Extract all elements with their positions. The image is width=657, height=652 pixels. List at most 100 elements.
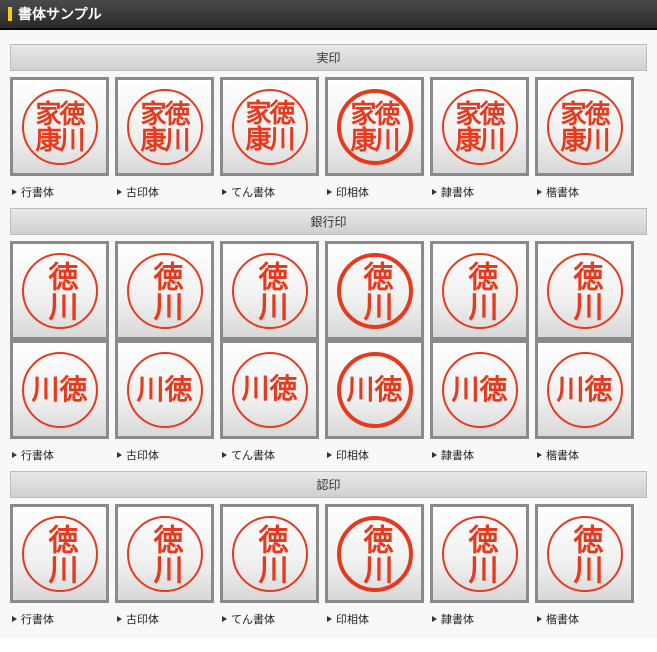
- stamp-cell: 徳川家康: [115, 77, 214, 176]
- arrow-icon: [537, 452, 542, 458]
- stamp-seal: 川徳: [232, 352, 308, 428]
- font-label-text: 楷書体: [546, 184, 579, 200]
- stamp-box[interactable]: 川徳: [220, 340, 319, 439]
- stamp-box[interactable]: 徳川家康: [430, 77, 529, 176]
- stamp-cell: 徳川: [325, 241, 424, 340]
- font-label: 楷書体: [535, 184, 634, 200]
- font-label: てん書体: [220, 184, 319, 200]
- stamp-box[interactable]: 徳川: [535, 504, 634, 603]
- stamp-cell: 徳川: [430, 504, 529, 603]
- arrow-icon: [432, 452, 437, 458]
- stamp-box[interactable]: 川徳: [430, 340, 529, 439]
- font-label-text: てん書体: [231, 184, 275, 200]
- stamp-seal: 徳川: [232, 516, 308, 592]
- font-label-text: 古印体: [126, 447, 159, 463]
- panel-header: 書体サンプル: [0, 0, 657, 30]
- stamp-cell: 徳川家康: [325, 77, 424, 176]
- stamp-cell: 徳川: [220, 241, 319, 340]
- font-label-text: 印相体: [336, 611, 369, 627]
- stamp-cell: 徳川家康: [220, 77, 319, 176]
- labels-row: 行書体 古印体 てん書体 印相体 隷書体 楷書体: [8, 443, 649, 463]
- arrow-icon: [117, 189, 122, 195]
- stamp-box[interactable]: 川徳: [535, 340, 634, 439]
- stamp-box[interactable]: 徳川家康: [325, 77, 424, 176]
- stamp-box[interactable]: 徳川家康: [115, 77, 214, 176]
- arrow-icon: [327, 189, 332, 195]
- font-label: 隷書体: [430, 184, 529, 200]
- font-label: 楷書体: [535, 447, 634, 463]
- font-label: 印相体: [325, 447, 424, 463]
- stamp-cell: 徳川: [10, 504, 109, 603]
- stamp-cell: 川徳: [325, 340, 424, 439]
- stamp-seal: 徳川家康: [442, 89, 518, 165]
- arrow-icon: [537, 189, 542, 195]
- stamp-seal: 徳川: [337, 516, 413, 592]
- font-label: 古印体: [115, 611, 214, 627]
- stamp-seal: 川徳: [337, 352, 413, 428]
- arrow-icon: [432, 616, 437, 622]
- arrow-icon: [117, 452, 122, 458]
- arrow-icon: [117, 616, 122, 622]
- stamp-cell: 徳川家康: [430, 77, 529, 176]
- font-label: 隷書体: [430, 611, 529, 627]
- font-label-text: 印相体: [336, 184, 369, 200]
- font-label: てん書体: [220, 447, 319, 463]
- stamp-box[interactable]: 徳川: [535, 241, 634, 340]
- labels-row: 行書体 古印体 てん書体 印相体 隷書体 楷書体: [8, 607, 649, 627]
- section-title: 銀行印: [10, 208, 647, 235]
- stamp-seal: 徳川: [127, 253, 203, 329]
- section-title: 認印: [10, 471, 647, 498]
- stamp-seal: 徳川家康: [127, 89, 203, 165]
- stamp-box[interactable]: 徳川: [430, 504, 529, 603]
- labels-row: 行書体古印体てん書体印相体隷書体楷書体: [8, 180, 649, 200]
- font-label: 楷書体: [535, 611, 634, 627]
- stamp-cell: 徳川: [115, 241, 214, 340]
- font-label: 印相体: [325, 611, 424, 627]
- font-label-text: 行書体: [21, 611, 54, 627]
- stamp-box[interactable]: 徳川: [430, 241, 529, 340]
- stamp-cell: 川徳: [535, 340, 634, 439]
- stamp-box[interactable]: 徳川: [115, 504, 214, 603]
- stamp-box[interactable]: 徳川: [220, 504, 319, 603]
- stamp-seal: 川徳: [127, 352, 203, 428]
- stamp-row: 川徳川徳川徳川徳川徳川徳: [8, 340, 649, 439]
- stamp-box[interactable]: 徳川: [115, 241, 214, 340]
- stamp-seal: 川徳: [547, 352, 623, 428]
- stamp-cell: 徳川: [535, 241, 634, 340]
- stamp-box[interactable]: 徳川: [325, 504, 424, 603]
- stamp-box[interactable]: 川徳: [325, 340, 424, 439]
- stamp-box[interactable]: 徳川家康: [10, 77, 109, 176]
- arrow-icon: [222, 452, 227, 458]
- stamp-box[interactable]: 徳川家康: [220, 77, 319, 176]
- stamp-seal: 徳川家康: [337, 89, 413, 165]
- stamp-seal: 川徳: [442, 352, 518, 428]
- font-label-text: 古印体: [126, 611, 159, 627]
- stamp-box[interactable]: 徳川家康: [535, 77, 634, 176]
- arrow-icon: [222, 616, 227, 622]
- stamp-box[interactable]: 徳川: [10, 504, 109, 603]
- stamp-box[interactable]: 川徳: [10, 340, 109, 439]
- stamp-box[interactable]: 徳川: [325, 241, 424, 340]
- font-label-text: 隷書体: [441, 184, 474, 200]
- arrow-icon: [432, 189, 437, 195]
- stamp-cell: 徳川: [115, 504, 214, 603]
- stamp-box[interactable]: 徳川: [220, 241, 319, 340]
- stamp-box[interactable]: 徳川: [10, 241, 109, 340]
- stamp-seal: 徳川: [22, 253, 98, 329]
- stamp-row: 徳川徳川徳川徳川徳川徳川: [8, 504, 649, 603]
- font-label: 隷書体: [430, 447, 529, 463]
- font-label: てん書体: [220, 611, 319, 627]
- stamp-seal: 徳川: [127, 516, 203, 592]
- font-label: 行書体: [10, 447, 109, 463]
- section-title: 実印: [10, 44, 647, 71]
- stamp-cell: 徳川: [535, 504, 634, 603]
- arrow-icon: [12, 616, 17, 622]
- arrow-icon: [222, 189, 227, 195]
- font-label-text: 行書体: [21, 447, 54, 463]
- stamp-cell: 徳川: [10, 241, 109, 340]
- header-icon: [8, 7, 12, 21]
- stamp-box[interactable]: 川徳: [115, 340, 214, 439]
- font-label-text: てん書体: [231, 447, 275, 463]
- font-label-text: 隷書体: [441, 611, 474, 627]
- font-label-text: 隷書体: [441, 447, 474, 463]
